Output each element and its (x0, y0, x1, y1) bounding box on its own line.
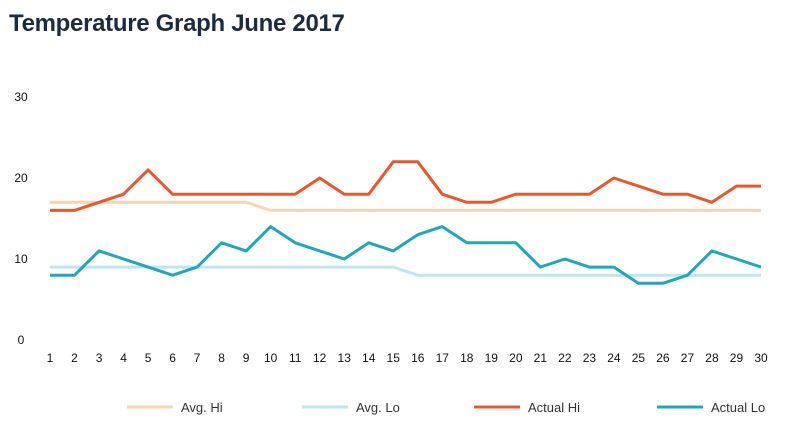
y-tick-label: 20 (14, 171, 28, 185)
series-line-avg-lo (50, 265, 761, 277)
x-tick-label: 7 (194, 351, 201, 365)
series-line-actual-hi (50, 160, 761, 212)
y-axis: 0 10 20 30 (14, 90, 28, 347)
legend-label-avg-lo: Avg. Lo (356, 400, 400, 415)
y-tick-label: 0 (18, 333, 25, 347)
x-tick-label: 3 (96, 351, 103, 365)
x-tick-label: 25 (632, 351, 646, 365)
x-tick-label: 4 (120, 351, 127, 365)
x-tick-label: 14 (362, 351, 376, 365)
x-tick-label: 26 (656, 351, 670, 365)
x-tick-label: 29 (730, 351, 744, 365)
x-tick-label: 27 (681, 351, 695, 365)
chart-title: Temperature Graph June 2017 (9, 10, 345, 37)
x-tick-label: 20 (509, 351, 523, 365)
x-tick-label: 19 (485, 351, 499, 365)
legend-label-actual-lo: Actual Lo (711, 400, 765, 415)
x-tick-label: 15 (387, 351, 401, 365)
x-tick-label: 6 (169, 351, 176, 365)
x-tick-label: 1 (47, 351, 54, 365)
x-tick-label: 23 (583, 351, 597, 365)
series-layer (50, 160, 762, 285)
series-line-avg-hi (50, 200, 761, 212)
x-tick-label: 8 (218, 351, 225, 365)
x-tick-label: 30 (754, 351, 768, 365)
x-tick-label: 5 (145, 351, 152, 365)
x-tick-label: 11 (289, 351, 302, 365)
x-tick-label: 21 (534, 351, 548, 365)
x-tick-label: 2 (71, 351, 78, 365)
legend-label-avg-hi: Avg. Hi (181, 400, 223, 415)
y-tick-label: 30 (14, 90, 28, 104)
x-tick-label: 28 (705, 351, 719, 365)
x-tick-label: 22 (558, 351, 572, 365)
x-tick-label: 24 (607, 351, 621, 365)
legend-label-actual-hi: Actual Hi (528, 400, 580, 415)
x-tick-label: 12 (313, 351, 327, 365)
series-line-actual-lo (50, 225, 762, 285)
x-tick-label: 9 (243, 351, 250, 365)
x-axis: 1 2 3 4 5 6 7 8 9 10 11 12 13 14 15 16 17 18 19 20 21 22 23 24 2… (47, 351, 768, 365)
chart-legend: Avg. Hi Avg. Lo Actual Hi Actual Lo (127, 400, 765, 415)
x-tick-label: 16 (411, 351, 425, 365)
x-tick-label: 10 (264, 351, 278, 365)
x-tick-label: 18 (460, 351, 474, 365)
x-tick-label: 13 (338, 351, 352, 365)
x-tick-label: 17 (436, 351, 450, 365)
y-tick-label: 10 (14, 252, 28, 266)
